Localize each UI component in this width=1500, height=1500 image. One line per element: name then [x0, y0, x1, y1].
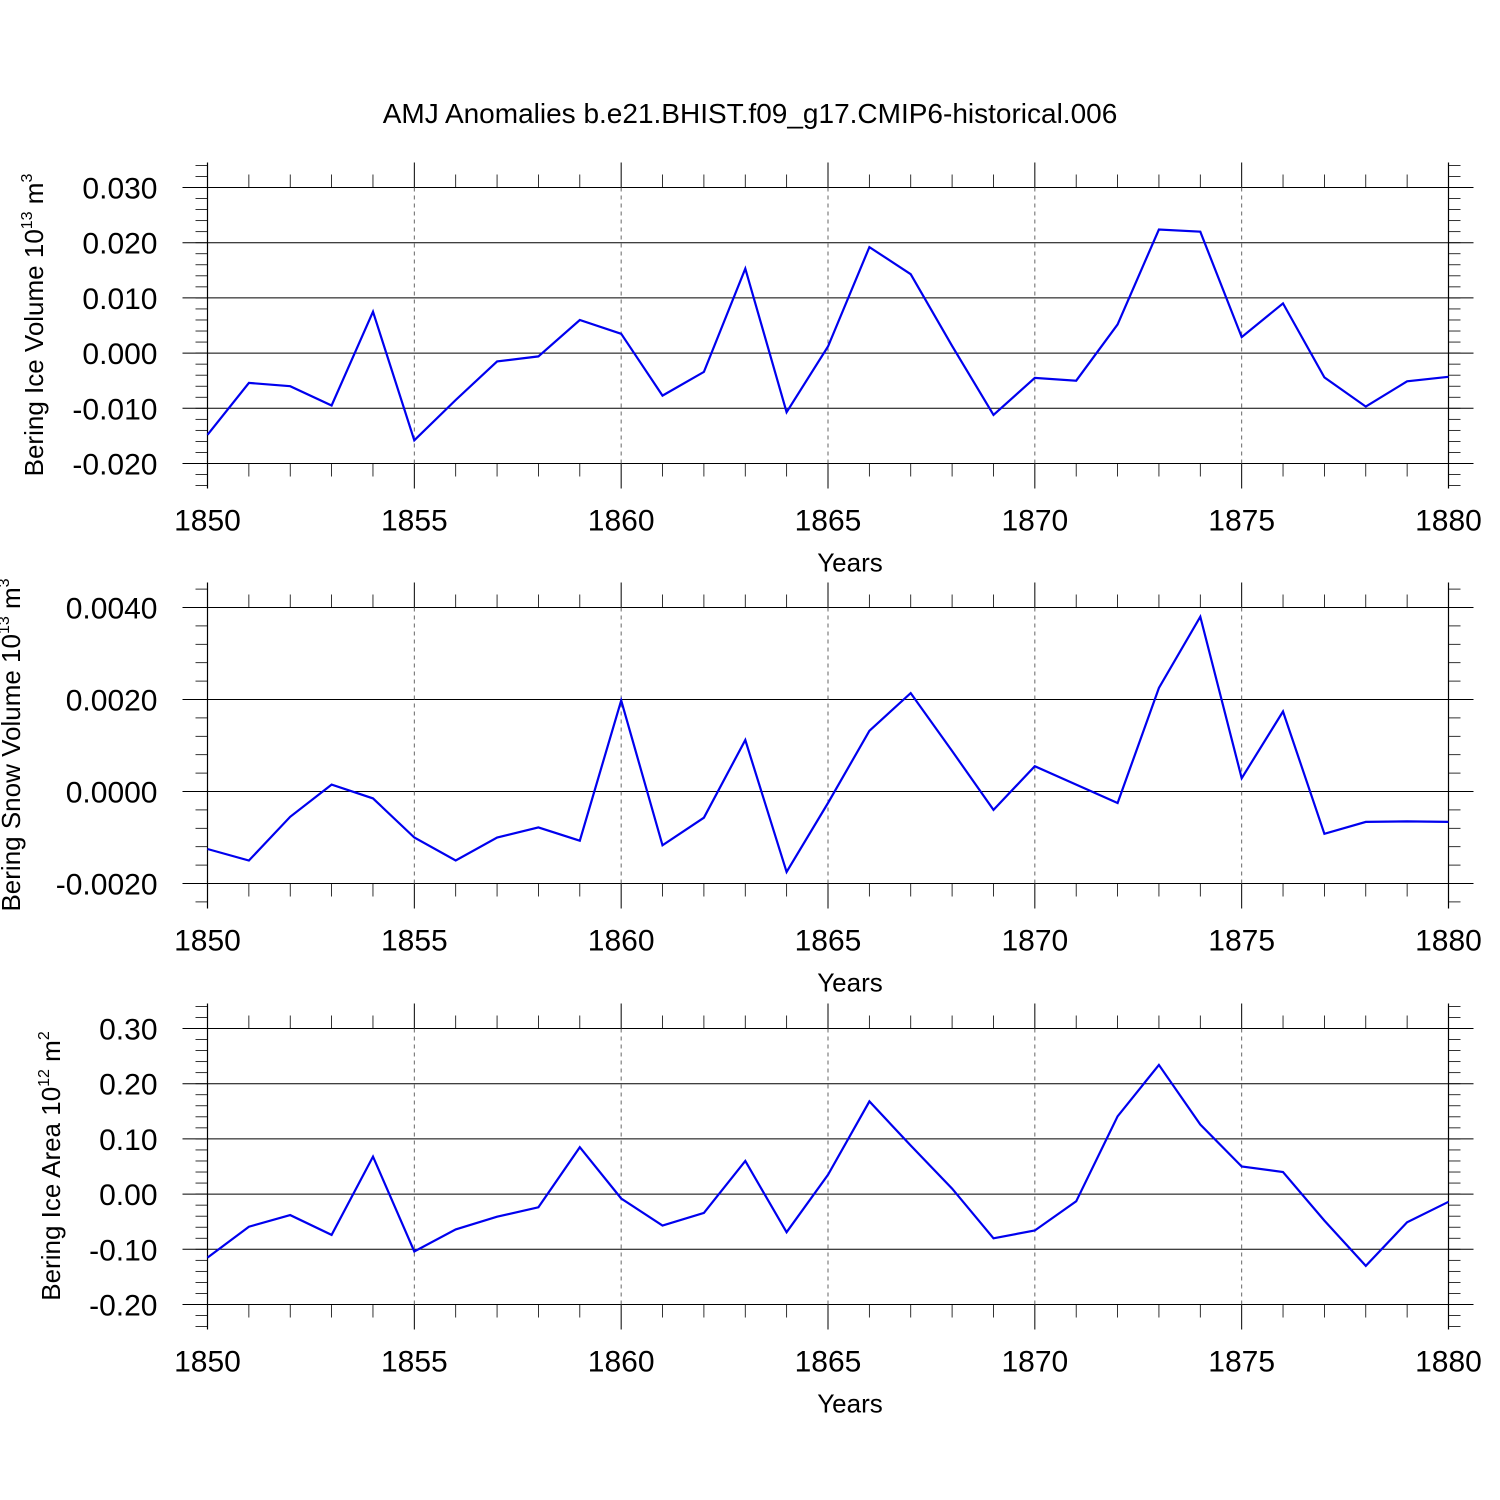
chart-panels: -0.020 -0.010 0.000 0.010 0.020 0.030 1850 1855… [0, 162, 1482, 1419]
chart-title: AMJ Anomalies b.e21.BHIST.f09_g17.CMIP6-… [383, 98, 1118, 129]
x-tick-label: 1855 [381, 925, 448, 958]
y-tick-label: -0.020 [72, 449, 157, 482]
x-tick-label: 1865 [795, 925, 862, 958]
y-tick-label: 0.30 [99, 1014, 157, 1047]
x-tick-label: 1850 [174, 925, 241, 958]
x-tick-label: 1880 [1415, 925, 1482, 958]
x-axis-label: Years [817, 548, 883, 578]
y-tick-label: 0.000 [82, 338, 157, 371]
x-axis-label: Years [817, 1389, 883, 1419]
x-tick-label: 1850 [174, 1346, 241, 1379]
y-axis-label: Bering Snow Volume 1013 m3 [0, 578, 26, 911]
x-tick-label: 1855 [381, 1346, 448, 1379]
y-tick-label: 0.030 [82, 173, 157, 206]
y-tick-label: 0.010 [82, 283, 157, 316]
panel-2: -0.0020 0.0000 0.0020 0.0040 1850 1855 1860 186… [0, 578, 1482, 997]
y-tick-label: -0.20 [89, 1290, 157, 1323]
x-tick-label: 1870 [1001, 925, 1068, 958]
y-tick-label: 0.0040 [66, 593, 158, 626]
panel-1: -0.020 -0.010 0.000 0.010 0.020 0.030 1850 1855… [19, 162, 1482, 578]
y-axis-label: Bering Ice Volume 1013 m3 [19, 174, 49, 477]
x-axis-label: Years [817, 968, 883, 998]
x-tick-label: 1875 [1208, 505, 1275, 538]
x-tick-label: 1875 [1208, 1346, 1275, 1379]
x-tick-label: 1850 [174, 505, 241, 538]
y-tick-label: 0.020 [82, 228, 157, 261]
x-tick-label: 1880 [1415, 1346, 1482, 1379]
y-tick-label: 0.00 [99, 1179, 157, 1212]
y-tick-label: -0.010 [72, 393, 157, 426]
x-tick-label: 1865 [795, 1346, 862, 1379]
y-tick-label: -0.10 [89, 1234, 157, 1267]
x-tick-label: 1860 [588, 1346, 655, 1379]
x-tick-label: 1860 [588, 925, 655, 958]
x-tick-label: 1865 [795, 505, 862, 538]
y-tick-label: 0.0000 [66, 777, 158, 810]
x-tick-label: 1860 [588, 505, 655, 538]
y-axis-label: Bering Ice Area 1012 m2 [36, 1031, 66, 1301]
y-tick-label: 0.0020 [66, 685, 158, 718]
x-tick-label: 1880 [1415, 505, 1482, 538]
x-tick-label: 1870 [1001, 1346, 1068, 1379]
x-tick-label: 1870 [1001, 505, 1068, 538]
y-tick-label: 0.20 [99, 1069, 157, 1102]
x-tick-label: 1875 [1208, 925, 1275, 958]
y-tick-label: -0.0020 [56, 869, 158, 902]
x-tick-label: 1855 [381, 505, 448, 538]
panel-3: -0.20 -0.10 0.00 0.10 0.20 0.30 1850 1855 1860 18… [36, 1003, 1482, 1419]
y-tick-label: 0.10 [99, 1124, 157, 1157]
